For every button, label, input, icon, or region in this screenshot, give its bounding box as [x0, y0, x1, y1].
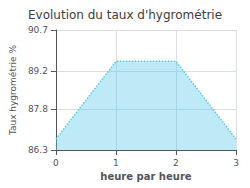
svg-text:87.8: 87.8: [28, 104, 48, 114]
svg-text:0: 0: [53, 158, 59, 168]
svg-text:heure par heure: heure par heure: [100, 171, 191, 182]
svg-text:Evolution du taux d'hygrométri: Evolution du taux d'hygrométrie: [28, 8, 222, 22]
svg-text:Taux hygrométrie %: Taux hygrométrie %: [8, 44, 18, 136]
svg-text:2: 2: [173, 158, 179, 168]
svg-text:90.7: 90.7: [28, 25, 48, 35]
svg-text:1: 1: [113, 158, 119, 168]
svg-text:86.3: 86.3: [28, 145, 48, 155]
svg-text:3: 3: [233, 158, 239, 168]
svg-text:89.2: 89.2: [28, 66, 48, 76]
